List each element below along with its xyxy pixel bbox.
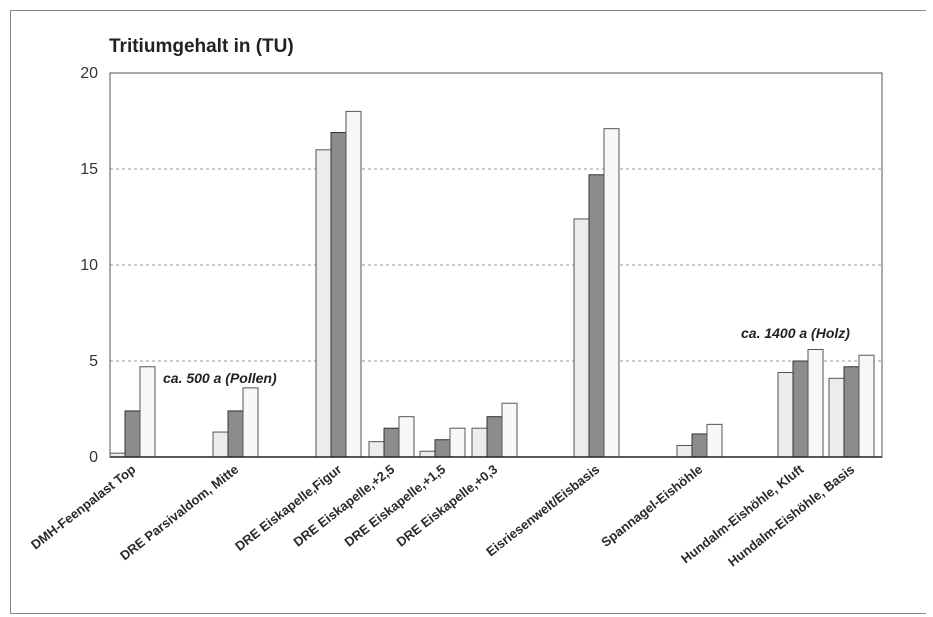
- x-tick-label: DRE Eiskapelle,+0,3: [393, 462, 500, 550]
- axes: [109, 72, 883, 458]
- annotation: ca. 1400 a (Holz): [741, 325, 850, 341]
- bar: [368, 441, 385, 458]
- bar: [486, 416, 503, 458]
- x-tick-label: DRE Parsivaldom, Mitte: [117, 462, 241, 564]
- bar: [419, 450, 436, 458]
- bar: [345, 110, 362, 458]
- bar: [828, 377, 845, 458]
- bar: [858, 354, 875, 458]
- x-tick-label: Spannagel-Eishöhle: [598, 462, 705, 550]
- bar: [792, 360, 809, 458]
- bar: [434, 439, 451, 458]
- bar: [330, 132, 347, 458]
- bar: [398, 416, 415, 458]
- bar: [807, 348, 824, 458]
- y-tick-label: 20: [80, 65, 98, 82]
- bar: [676, 444, 693, 458]
- bar: [242, 387, 259, 458]
- bar: [139, 366, 156, 458]
- bar: [843, 366, 860, 458]
- bar: [573, 218, 590, 458]
- y-tick-label: 0: [89, 449, 98, 466]
- bar: [315, 149, 332, 458]
- y-tick-label: 10: [80, 257, 98, 274]
- bar: [706, 423, 723, 458]
- bar: [449, 427, 466, 458]
- grid-lines: [110, 168, 882, 362]
- bar: [212, 431, 229, 458]
- bar: [777, 372, 794, 458]
- bar: [227, 410, 244, 458]
- bar: [603, 128, 620, 458]
- bars: [109, 110, 875, 458]
- bar: [501, 402, 518, 458]
- y-tick-label: 15: [80, 161, 98, 178]
- x-tick-label: DMH-Feenpalast Top: [28, 462, 138, 553]
- bar: [471, 427, 488, 458]
- bar: [124, 410, 141, 458]
- x-tick-label: Eisriesenwelt/Eisbasis: [483, 462, 602, 560]
- chart-title: Tritiumgehalt in (TU): [109, 36, 294, 57]
- y-tick-label: 5: [89, 353, 98, 370]
- bar: [588, 174, 605, 458]
- chart-frame: [10, 10, 926, 614]
- annotation: ca. 500 a (Pollen): [163, 370, 277, 386]
- bar: [691, 433, 708, 458]
- bar: [383, 427, 400, 458]
